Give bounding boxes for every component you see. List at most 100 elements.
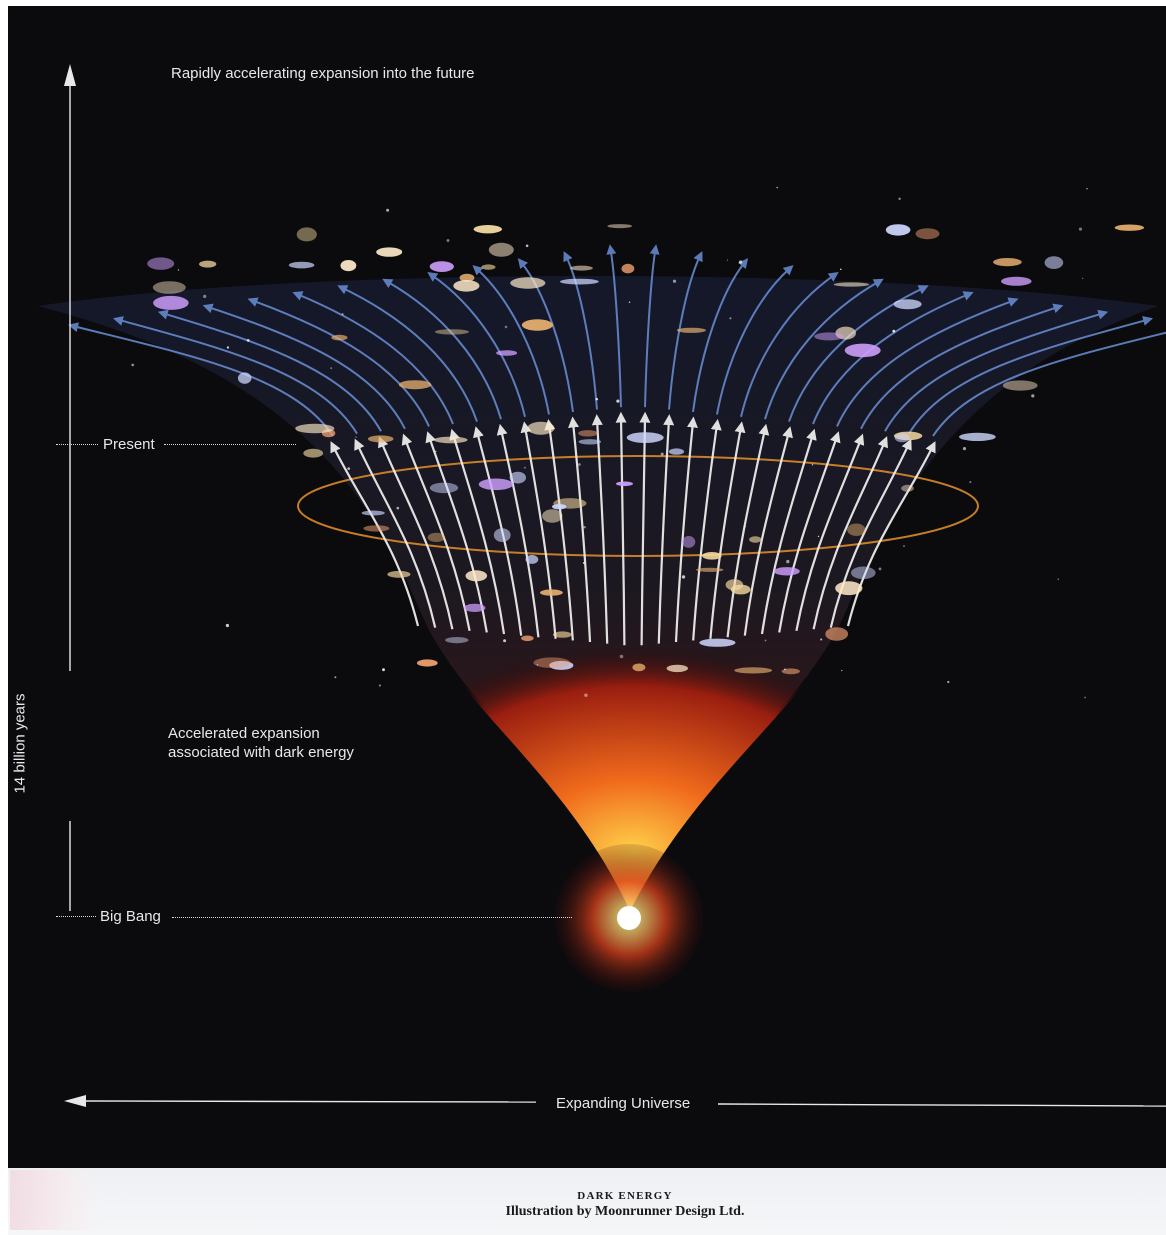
field-line-blue	[764, 278, 884, 420]
galaxy	[521, 635, 534, 642]
galaxy	[510, 277, 546, 289]
star	[503, 639, 507, 643]
galaxy	[676, 327, 707, 333]
star	[969, 481, 972, 484]
galaxy	[893, 299, 922, 310]
star	[947, 680, 950, 684]
star	[1031, 394, 1035, 398]
star	[330, 367, 333, 369]
field-line-blue	[644, 244, 660, 408]
field-line-blue	[668, 251, 703, 410]
galaxy	[847, 523, 866, 536]
field-line-blue	[740, 271, 839, 418]
star	[820, 638, 823, 641]
galaxy	[1001, 276, 1032, 286]
field-line-white	[692, 418, 722, 641]
galaxy	[734, 667, 773, 674]
field-line-white	[544, 418, 574, 641]
star	[347, 467, 351, 470]
star	[525, 244, 529, 248]
star	[382, 668, 385, 672]
star	[784, 668, 786, 671]
star	[1086, 188, 1088, 190]
star	[628, 301, 631, 303]
galaxy	[749, 536, 762, 543]
bigbang-leader-left	[56, 916, 96, 917]
field-line-white	[726, 423, 770, 638]
galaxy	[367, 435, 394, 443]
star	[203, 294, 207, 298]
galaxy	[296, 227, 317, 242]
star	[1078, 227, 1083, 231]
star	[386, 208, 390, 212]
star	[903, 545, 905, 547]
galaxy	[237, 372, 252, 384]
field-line-blue	[247, 297, 430, 427]
field-line-white	[401, 433, 471, 632]
present-label: Present	[103, 436, 155, 453]
scan-smudge	[10, 1170, 100, 1230]
galaxy	[363, 525, 390, 532]
galaxy	[616, 481, 633, 487]
star	[583, 526, 586, 529]
field-line-blue	[788, 285, 929, 422]
galaxy	[695, 567, 724, 572]
star	[744, 525, 746, 528]
star	[681, 575, 686, 579]
galaxy	[463, 603, 486, 613]
galaxy	[340, 260, 357, 272]
star	[1081, 277, 1084, 280]
galaxy	[885, 224, 911, 236]
star	[1057, 578, 1059, 580]
star	[341, 313, 344, 316]
galaxy	[570, 265, 593, 271]
field-line-white	[425, 431, 488, 633]
present-leader-right	[164, 444, 296, 445]
star	[355, 436, 357, 438]
galaxy	[303, 448, 324, 458]
galaxy	[429, 261, 454, 272]
galaxy	[481, 264, 496, 270]
star	[726, 259, 729, 261]
star	[817, 535, 820, 538]
star	[536, 663, 539, 666]
star	[729, 317, 732, 320]
galaxy	[533, 657, 571, 668]
caption: DARK ENERGY Illustration by Moonrunner D…	[0, 1190, 1166, 1220]
galaxy	[473, 225, 502, 234]
galaxy	[453, 280, 480, 292]
field-line-blue	[337, 285, 478, 422]
galaxy	[416, 659, 438, 667]
galaxy	[632, 663, 646, 672]
galaxy	[915, 228, 940, 240]
field-line-blue	[427, 271, 526, 418]
galaxy	[560, 278, 599, 285]
star	[672, 279, 677, 283]
field-line-blue	[606, 244, 622, 408]
galaxy	[493, 528, 511, 542]
star	[400, 249, 402, 251]
galaxy	[814, 332, 844, 341]
field-line-white	[473, 426, 523, 636]
star	[776, 186, 778, 189]
galaxy	[781, 668, 800, 675]
star	[578, 463, 581, 466]
galaxy	[668, 448, 685, 455]
space-axis-arrowhead	[64, 1095, 86, 1107]
galaxy	[901, 484, 914, 492]
galaxy	[147, 257, 175, 270]
star	[446, 239, 450, 242]
galaxy	[361, 510, 385, 516]
field-line-white	[743, 426, 793, 636]
galaxy	[825, 627, 849, 641]
galaxy	[427, 532, 446, 543]
field-line-blue	[202, 303, 406, 430]
galaxy	[833, 282, 870, 287]
galaxy	[387, 570, 411, 578]
galaxy	[445, 637, 469, 644]
galaxy	[1114, 224, 1145, 231]
field-line-blue	[884, 309, 1109, 432]
field-line-blue	[517, 258, 574, 413]
galaxy	[331, 334, 348, 341]
galaxies	[131, 186, 1145, 699]
